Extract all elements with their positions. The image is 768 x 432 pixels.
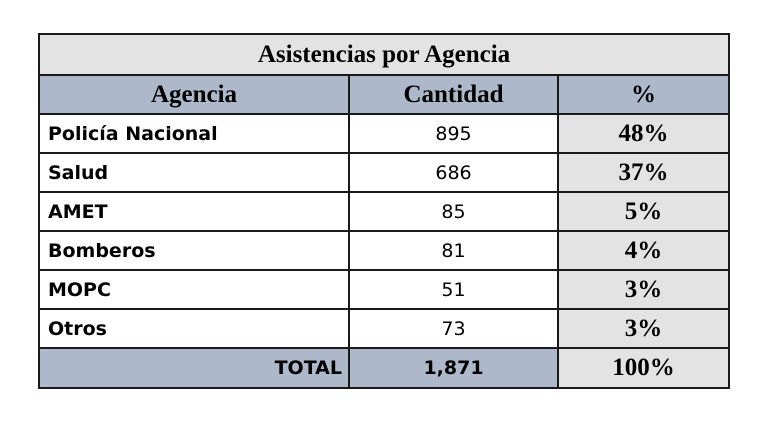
total-percent: 100% — [556, 347, 731, 389]
count-cell: 51 — [348, 269, 559, 310]
table-row: Otros 73 3% — [38, 308, 731, 349]
count-cell: 81 — [348, 230, 559, 271]
percent-cell: 3% — [556, 269, 731, 310]
table-title: Asistencias por Agencia — [37, 33, 731, 76]
header-percent: % — [556, 74, 731, 115]
percent-cell: 3% — [556, 308, 731, 349]
agency-cell: Policía Nacional — [38, 113, 350, 154]
table-row: MOPC 51 3% — [38, 269, 731, 310]
header-agency: Agencia — [38, 74, 350, 115]
assistance-table: Asistencias por Agencia Agencia Cantidad… — [37, 33, 731, 389]
table-row: Bomberos 81 4% — [38, 230, 731, 271]
total-count: 1,871 — [348, 347, 559, 389]
total-label: TOTAL — [38, 347, 350, 389]
percent-cell: 37% — [556, 152, 731, 193]
agency-cell: Bomberos — [38, 230, 350, 271]
header-count: Cantidad — [348, 74, 559, 115]
percent-cell: 5% — [556, 191, 731, 232]
percent-cell: 4% — [556, 230, 731, 271]
agency-cell: Otros — [38, 308, 350, 349]
table-row: AMET 85 5% — [38, 191, 731, 232]
count-cell: 85 — [348, 191, 559, 232]
agency-cell: AMET — [38, 191, 350, 232]
title-row: Asistencias por Agencia — [37, 33, 731, 76]
count-cell: 895 — [348, 113, 559, 154]
count-cell: 73 — [348, 308, 559, 349]
agency-cell: Salud — [38, 152, 350, 193]
table-row: Salud 686 37% — [38, 152, 731, 193]
agency-cell: MOPC — [38, 269, 350, 310]
count-cell: 686 — [348, 152, 559, 193]
table-row: Policía Nacional 895 48% — [38, 113, 731, 154]
total-row: TOTAL 1,871 100% — [38, 347, 731, 389]
header-row: Agencia Cantidad % — [38, 74, 731, 115]
percent-cell: 48% — [556, 113, 731, 154]
